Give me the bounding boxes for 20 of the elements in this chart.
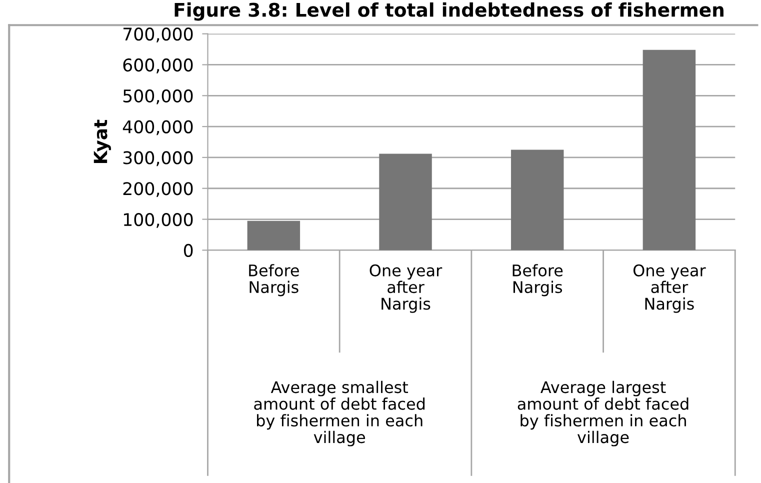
- x-tick-label: Before Nargis: [512, 264, 563, 296]
- y-axis-title: Kyat: [94, 120, 111, 164]
- x-tick-label: One year after Nargis: [633, 264, 706, 313]
- bar: [642, 50, 696, 250]
- y-tick-label: 300,000: [123, 151, 193, 166]
- y-tick-label: 0: [184, 244, 193, 258]
- bar: [247, 220, 300, 250]
- y-tick-label: 400,000: [122, 120, 193, 136]
- text: Average largest amount of debt faced by fishermen in each village: [518, 380, 688, 446]
- chart-title: Figure 3.8: Level of total indebtedness of fishermen: [174, 2, 724, 21]
- y-tick-label: 200,000: [123, 182, 193, 197]
- x-tick-label: One year after Nargis: [370, 264, 442, 313]
- text: Average smallest amount of debt faced by fishermen in each village: [254, 380, 425, 446]
- x-tick-label: Before Nargis: [249, 264, 299, 296]
- bar: [510, 150, 564, 250]
- y-tick-label: 100,000: [124, 212, 193, 228]
- y-tick-label: 600,000: [123, 58, 193, 74]
- bar: [379, 154, 432, 250]
- y-tick-label: 500,000: [123, 89, 193, 104]
- y-tick-label: 700,000: [123, 28, 193, 42]
